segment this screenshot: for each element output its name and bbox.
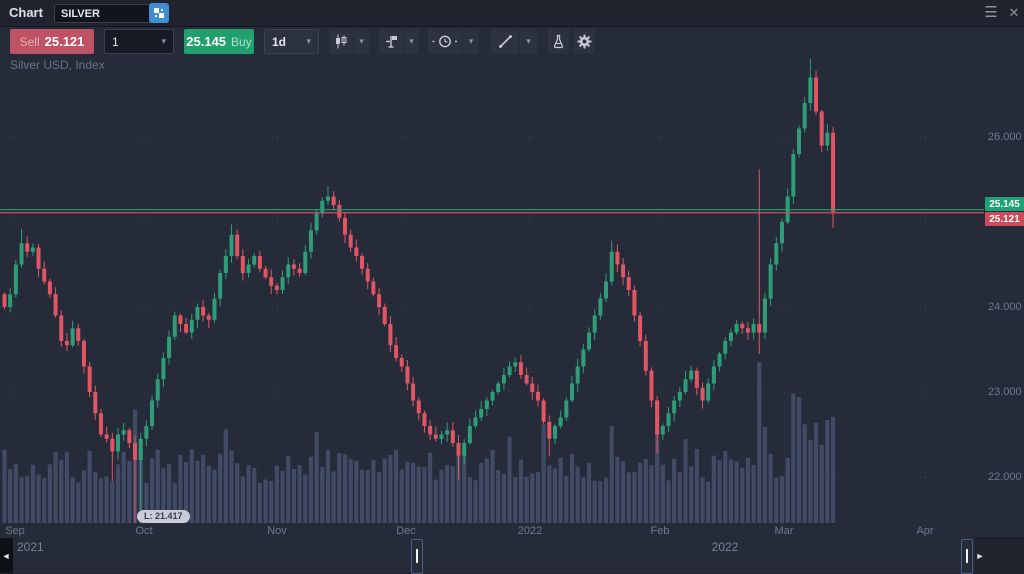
quick-trade-icon — [154, 8, 164, 18]
x-axis-tick-label: Feb — [650, 525, 670, 537]
chart-type-group: ▾ — [329, 29, 369, 54]
chart-type-button[interactable] — [329, 29, 353, 54]
indicators-group: ▾ — [379, 29, 419, 54]
y-axis-tick-label: 26.000 — [988, 131, 1022, 143]
navigator-left-gutter — [0, 538, 13, 573]
x-axis-tick-label: Nov — [267, 525, 287, 537]
chevron-down-icon: ▾ — [161, 36, 166, 46]
indicators-dropdown[interactable]: ▾ — [403, 29, 419, 54]
quick-trade-button[interactable] — [149, 3, 169, 23]
time-settings-dropdown[interactable]: ▾ — [462, 29, 479, 54]
indicators-icon — [385, 36, 397, 48]
y-axis-tick-label: 23.000 — [988, 386, 1022, 398]
chevron-down-icon: ▾ — [409, 36, 414, 46]
x-axis-tick-label: Dec — [396, 525, 416, 537]
chart-toolbar: Sell 25.121 1 ▾ 25.145 Buy 1d ▾ ▾ — [0, 27, 1024, 56]
quantity-value: 1 — [112, 34, 119, 49]
chevron-down-icon: ▾ — [468, 36, 474, 46]
timeframe-select[interactable]: 1d ▾ — [264, 29, 319, 54]
chart-type-icon — [336, 34, 347, 49]
arrow-left-icon: ◄ — [1, 551, 11, 561]
sell-price: 25.121 — [44, 34, 85, 49]
x-axis-tick-label: Apr — [916, 525, 934, 537]
symbol-input[interactable] — [54, 4, 154, 23]
drawing-tools-group: ▾ — [491, 29, 537, 54]
close-icon: ✕ — [1008, 5, 1020, 20]
close-button[interactable]: ✕ — [1005, 5, 1023, 21]
indicators-button[interactable] — [379, 29, 403, 54]
buy-label: Buy — [231, 34, 252, 49]
x-axis-tick-label: Oct — [135, 525, 153, 537]
symbol-watermark: Silver USD, Index — [10, 58, 105, 72]
settings-button[interactable] — [574, 29, 595, 54]
sell-button[interactable]: Sell 25.121 — [10, 29, 94, 54]
window-titlebar: Chart ☰ ✕ — [0, 0, 1024, 27]
drawing-tools-button[interactable] — [491, 29, 519, 54]
navigator-scroll-right-button[interactable]: ► — [974, 549, 986, 563]
session-low-badge: L: 21.417 — [137, 510, 190, 523]
sell-label: Sell — [19, 34, 40, 49]
timeframe-value: 1d — [272, 34, 287, 49]
chevron-down-icon: ▾ — [526, 36, 531, 46]
navigator-year-label: 2021 — [17, 540, 44, 554]
drawing-tools-dropdown[interactable]: ▾ — [519, 29, 537, 54]
navigator-track[interactable] — [13, 538, 975, 573]
menu-button[interactable]: ☰ — [982, 5, 1000, 21]
ask-price-badge: 25.145 — [985, 197, 1024, 211]
buy-price: 25.145 — [186, 34, 227, 49]
flask-button[interactable] — [548, 29, 569, 54]
x-axis-tick-label: 2022 — [517, 525, 543, 537]
navigator-year-label: 2022 — [711, 540, 739, 554]
chevron-down-icon: ▾ — [306, 36, 311, 46]
x-axis-tick-label: Sep — [5, 525, 25, 537]
settings-gear-icon — [577, 34, 592, 49]
chart-pane[interactable] — [0, 56, 985, 523]
flask-icon — [553, 34, 564, 49]
buy-button[interactable]: 25.145 Buy — [184, 29, 254, 54]
navigator-left-handle[interactable] — [411, 539, 423, 574]
time-settings-icon — [432, 35, 458, 48]
arrow-right-icon: ► — [975, 551, 985, 561]
panel-title: Chart — [9, 5, 43, 20]
chevron-down-icon: ▾ — [359, 36, 364, 46]
time-settings-button[interactable] — [428, 29, 462, 54]
navigator-scroll-left-button[interactable]: ◄ — [0, 549, 12, 563]
quantity-select[interactable]: 1 ▾ — [104, 29, 174, 54]
x-axis-tick-label: Mar — [774, 525, 794, 537]
y-axis-tick-label: 24.000 — [988, 301, 1022, 313]
navigator-right-handle[interactable] — [961, 539, 973, 574]
chart-type-dropdown[interactable]: ▾ — [353, 29, 369, 54]
time-settings-group: ▾ — [428, 29, 479, 54]
drawing-tools-icon — [498, 35, 512, 48]
hamburger-icon: ☰ — [984, 4, 998, 21]
bid-price-badge: 25.121 — [985, 212, 1024, 226]
y-axis-tick-label: 22.000 — [988, 471, 1022, 483]
